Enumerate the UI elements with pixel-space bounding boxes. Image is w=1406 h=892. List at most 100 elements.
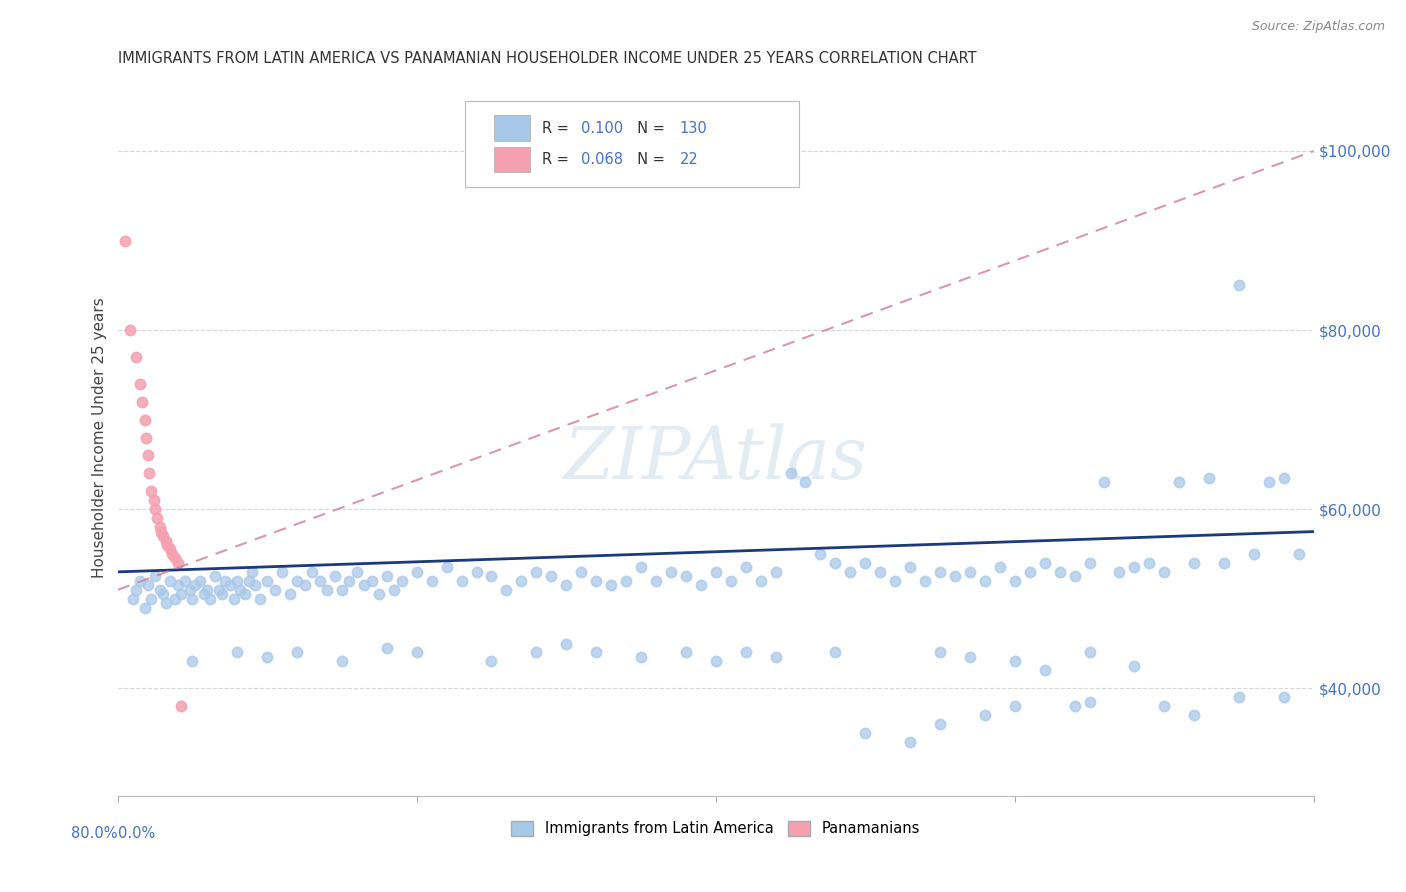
Point bbox=[898, 560, 921, 574]
Point bbox=[675, 645, 697, 659]
Point bbox=[361, 574, 384, 588]
Point bbox=[973, 574, 995, 588]
Point bbox=[988, 560, 1011, 574]
Point bbox=[734, 560, 756, 574]
Point bbox=[375, 569, 398, 583]
Point bbox=[614, 574, 637, 588]
Point bbox=[1063, 699, 1085, 714]
Point bbox=[630, 560, 652, 574]
Point bbox=[256, 574, 278, 588]
Text: 0.068: 0.068 bbox=[581, 152, 623, 167]
Point bbox=[136, 578, 159, 592]
Point bbox=[142, 493, 165, 508]
Point bbox=[959, 565, 981, 579]
Point bbox=[585, 645, 607, 659]
Point bbox=[1123, 659, 1146, 673]
Point bbox=[145, 511, 167, 525]
Point bbox=[152, 529, 174, 543]
Point bbox=[1243, 547, 1265, 561]
Point bbox=[659, 565, 682, 579]
Point bbox=[159, 542, 181, 557]
Point bbox=[159, 574, 181, 588]
Point bbox=[346, 565, 368, 579]
Point bbox=[1227, 278, 1250, 293]
Point bbox=[149, 582, 172, 597]
Point bbox=[824, 645, 846, 659]
Point bbox=[765, 650, 787, 665]
Point bbox=[1227, 690, 1250, 705]
Point bbox=[495, 582, 517, 597]
Point bbox=[1018, 565, 1040, 579]
Point bbox=[368, 587, 391, 601]
Point bbox=[884, 574, 907, 588]
Point bbox=[1272, 471, 1295, 485]
Point bbox=[704, 655, 727, 669]
Point bbox=[810, 547, 832, 561]
Point bbox=[450, 574, 472, 588]
Text: 22: 22 bbox=[681, 152, 699, 167]
Bar bbox=[495, 146, 530, 172]
Point bbox=[163, 551, 186, 566]
FancyBboxPatch shape bbox=[464, 101, 800, 186]
Point bbox=[256, 650, 278, 665]
Point bbox=[1078, 556, 1101, 570]
Point bbox=[943, 569, 966, 583]
Point bbox=[585, 574, 607, 588]
Point bbox=[1094, 475, 1116, 490]
Point bbox=[1108, 565, 1130, 579]
Point bbox=[645, 574, 668, 588]
Point bbox=[405, 565, 427, 579]
Point bbox=[420, 574, 443, 588]
Point bbox=[166, 556, 188, 570]
Point bbox=[765, 565, 787, 579]
Point bbox=[869, 565, 891, 579]
Point bbox=[181, 591, 204, 606]
Point bbox=[524, 645, 547, 659]
Point bbox=[1168, 475, 1191, 490]
Point bbox=[1123, 560, 1146, 574]
Point bbox=[134, 600, 156, 615]
Text: 130: 130 bbox=[681, 120, 707, 136]
Point bbox=[382, 582, 405, 597]
Point bbox=[163, 591, 186, 606]
Point bbox=[1257, 475, 1279, 490]
Point bbox=[226, 574, 249, 588]
Point bbox=[375, 640, 398, 655]
Point bbox=[1004, 574, 1026, 588]
Point bbox=[1272, 690, 1295, 705]
Text: R =: R = bbox=[543, 152, 574, 167]
Point bbox=[131, 394, 153, 409]
Point bbox=[308, 574, 330, 588]
Point bbox=[481, 655, 503, 669]
Point bbox=[278, 587, 301, 601]
Point bbox=[600, 578, 623, 592]
Point bbox=[1213, 556, 1236, 570]
Point bbox=[330, 655, 353, 669]
Point bbox=[481, 569, 503, 583]
Point bbox=[136, 449, 159, 463]
Point bbox=[824, 556, 846, 570]
Point bbox=[1153, 699, 1175, 714]
Point bbox=[271, 565, 294, 579]
Point bbox=[1182, 708, 1205, 723]
Text: Source: ZipAtlas.com: Source: ZipAtlas.com bbox=[1251, 20, 1385, 33]
Point bbox=[139, 484, 162, 499]
Point bbox=[898, 735, 921, 749]
Point bbox=[734, 645, 756, 659]
Point bbox=[555, 636, 578, 650]
Point bbox=[156, 538, 179, 552]
Point bbox=[118, 323, 141, 337]
Point bbox=[135, 431, 157, 445]
Point bbox=[200, 591, 222, 606]
Point bbox=[675, 569, 697, 583]
Point bbox=[169, 587, 191, 601]
Point bbox=[155, 596, 177, 610]
Point bbox=[197, 582, 219, 597]
Point bbox=[959, 650, 981, 665]
Point bbox=[301, 565, 323, 579]
Point bbox=[853, 726, 876, 740]
Point bbox=[1288, 547, 1310, 561]
Point bbox=[1004, 655, 1026, 669]
Point bbox=[143, 502, 166, 516]
Point bbox=[436, 560, 458, 574]
